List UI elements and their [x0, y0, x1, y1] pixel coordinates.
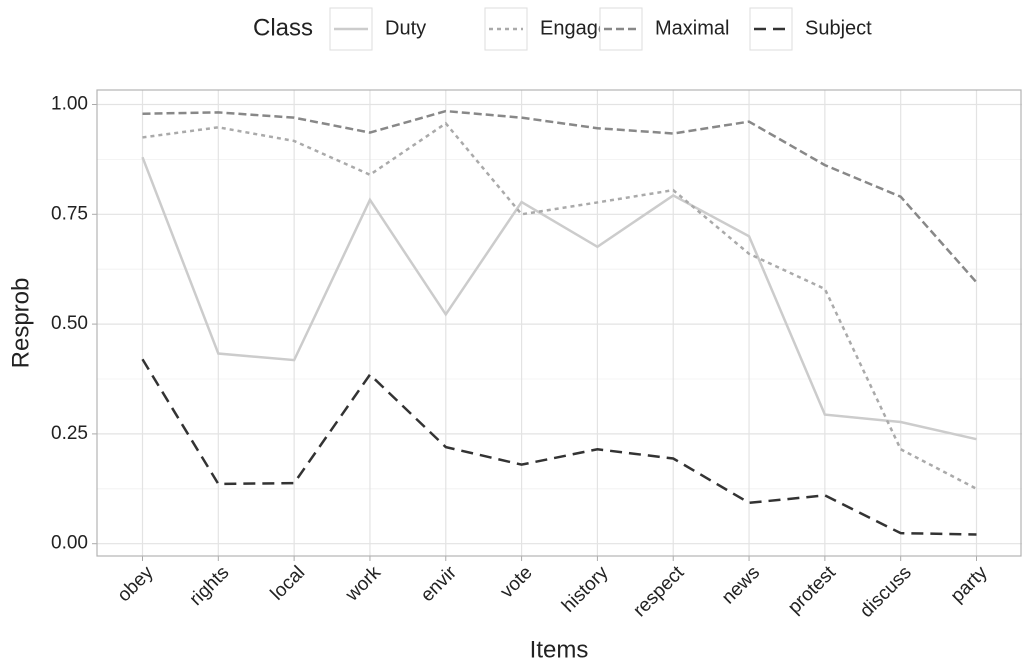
x-tick-label: party — [947, 562, 992, 607]
series-line — [141, 156, 977, 441]
x-tick-label: respect — [629, 562, 688, 621]
legend-label: Maximal — [655, 17, 729, 39]
x-tick-label: news — [718, 562, 764, 608]
legend-title: Class — [253, 14, 313, 41]
y-tick-label: 0.75 — [51, 203, 88, 224]
x-tick-label: history — [558, 562, 613, 617]
x-tick-label: discuss — [856, 562, 916, 622]
y-tick-label: 0.00 — [51, 533, 88, 554]
series-line — [142, 109, 978, 284]
y-axis-label: Resprob — [7, 278, 34, 369]
x-tick-label: local — [267, 562, 309, 604]
x-tick-label: rights — [186, 562, 234, 610]
x-tick-label: vote — [496, 562, 536, 602]
y-tick-label: 0.25 — [51, 423, 88, 444]
x-tick-label: obey — [114, 562, 158, 606]
legend-label: Duty — [385, 17, 426, 39]
x-tick-label: protest — [784, 562, 840, 618]
series-line — [141, 358, 977, 536]
panel-border — [96, 89, 1022, 557]
legend-label: Subject — [805, 17, 872, 39]
x-tick-label: envir — [417, 562, 461, 606]
x-axis-label: Items — [530, 636, 589, 663]
y-tick-label: 1.00 — [51, 94, 88, 115]
y-tick-label: 0.50 — [51, 313, 88, 334]
x-tick-label: work — [341, 562, 385, 606]
